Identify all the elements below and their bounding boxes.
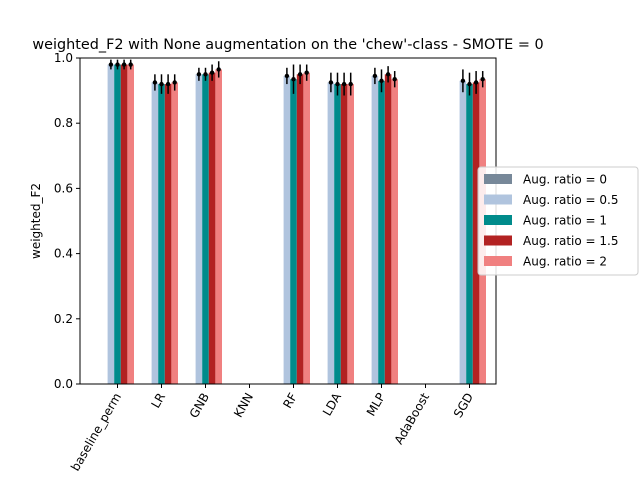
bar: [391, 79, 398, 384]
error-bar-point: [121, 62, 127, 67]
bar: [158, 84, 165, 384]
x-tick-label: LDA: [320, 390, 344, 418]
error-bar-point: [372, 73, 378, 79]
error-bar-point: [297, 72, 303, 77]
legend-label: Aug. ratio = 1.5: [523, 234, 619, 248]
bar: [120, 64, 128, 385]
x-tick-label: LR: [148, 391, 168, 411]
bar: [472, 82, 480, 384]
bar: [459, 80, 467, 384]
error-bar-point: [216, 67, 221, 72]
y-tick-label: 0.4: [54, 247, 73, 261]
plot-area: 0.0 0.2 0.4 0.6 0.8 1.0 baseline_perm LR GNB KNN R…: [54, 51, 497, 474]
y-tick-label: 0.2: [54, 312, 73, 326]
bar: [290, 79, 297, 384]
chart-title: weighted_F2 with None augmentation on th…: [32, 37, 543, 53]
y-tick-label: 0.0: [54, 377, 73, 391]
legend-swatch: [484, 256, 512, 266]
error-bar-point: [467, 81, 472, 87]
error-bar-point: [165, 81, 171, 87]
error-bar-point: [304, 70, 309, 75]
bar: [340, 84, 348, 384]
error-bar-point: [172, 80, 177, 85]
legend-label: Aug. ratio = 1: [523, 214, 607, 228]
bar: [164, 84, 172, 384]
bar: [334, 84, 341, 384]
error-bar-point: [291, 76, 296, 82]
bar: [327, 82, 335, 384]
bar: [347, 84, 354, 384]
bar: [296, 74, 304, 385]
error-bar-point: [348, 81, 353, 87]
error-bar-point: [159, 81, 164, 87]
error-bar-point: [385, 72, 391, 77]
legend-frame: [477, 166, 639, 276]
legend-label: Aug. ratio = 0: [523, 173, 607, 187]
y-tick-label: 0.6: [54, 181, 73, 195]
x-tick-label: GNB: [187, 391, 212, 421]
error-bar-point: [284, 73, 290, 79]
x-tick-label: SGD: [451, 391, 476, 421]
x-tick-label: KNN: [231, 391, 256, 420]
error-bar-point: [328, 80, 334, 85]
error-bar-point: [196, 72, 202, 77]
bar: [371, 75, 379, 385]
legend-swatch: [484, 174, 512, 184]
error-bar-point: [392, 76, 397, 82]
bar: [195, 74, 203, 385]
x-tick-label: RF: [280, 390, 300, 410]
error-bar-point: [335, 81, 340, 87]
y-tick-label: 0.8: [54, 116, 73, 130]
bar: [202, 74, 209, 385]
error-bar-point: [480, 76, 485, 82]
legend-swatch: [484, 194, 512, 205]
legend-label: Aug. ratio = 0.5: [523, 193, 619, 207]
error-bar-point: [209, 70, 215, 75]
bar: [151, 82, 159, 384]
bar: [384, 74, 392, 385]
bar: [171, 82, 178, 384]
bar: [215, 69, 222, 384]
x-tick-label: baseline_perm: [68, 391, 124, 474]
error-bar-point: [379, 78, 384, 84]
error-bar-point: [152, 80, 158, 85]
error-bar-point: [128, 62, 133, 67]
bar: [208, 72, 216, 385]
y-tick-label: 1.0: [54, 51, 73, 65]
bar: [114, 64, 121, 385]
error-bar-point: [115, 62, 120, 67]
legend: Aug. ratio = 0 Aug. ratio = 0.5 Aug. ratio…: [477, 166, 639, 276]
bar: [127, 64, 134, 385]
legend-swatch: [484, 235, 512, 246]
error-bar-point: [203, 72, 208, 77]
x-tick-label: MLP: [364, 391, 388, 419]
bar: [107, 64, 115, 385]
error-bar-point: [341, 81, 347, 87]
y-axis-title: weighted_F2: [29, 183, 43, 259]
bar: [378, 80, 385, 384]
bar: [303, 72, 310, 385]
x-tick-label: AdaBoost: [392, 390, 433, 446]
error-bar-point: [473, 80, 479, 85]
error-bar-point: [108, 62, 114, 67]
error-bar-point: [460, 78, 466, 84]
bar: [283, 75, 291, 385]
legend-swatch: [484, 215, 512, 225]
legend-label: Aug. ratio = 2: [523, 255, 607, 269]
bar: [466, 84, 473, 384]
